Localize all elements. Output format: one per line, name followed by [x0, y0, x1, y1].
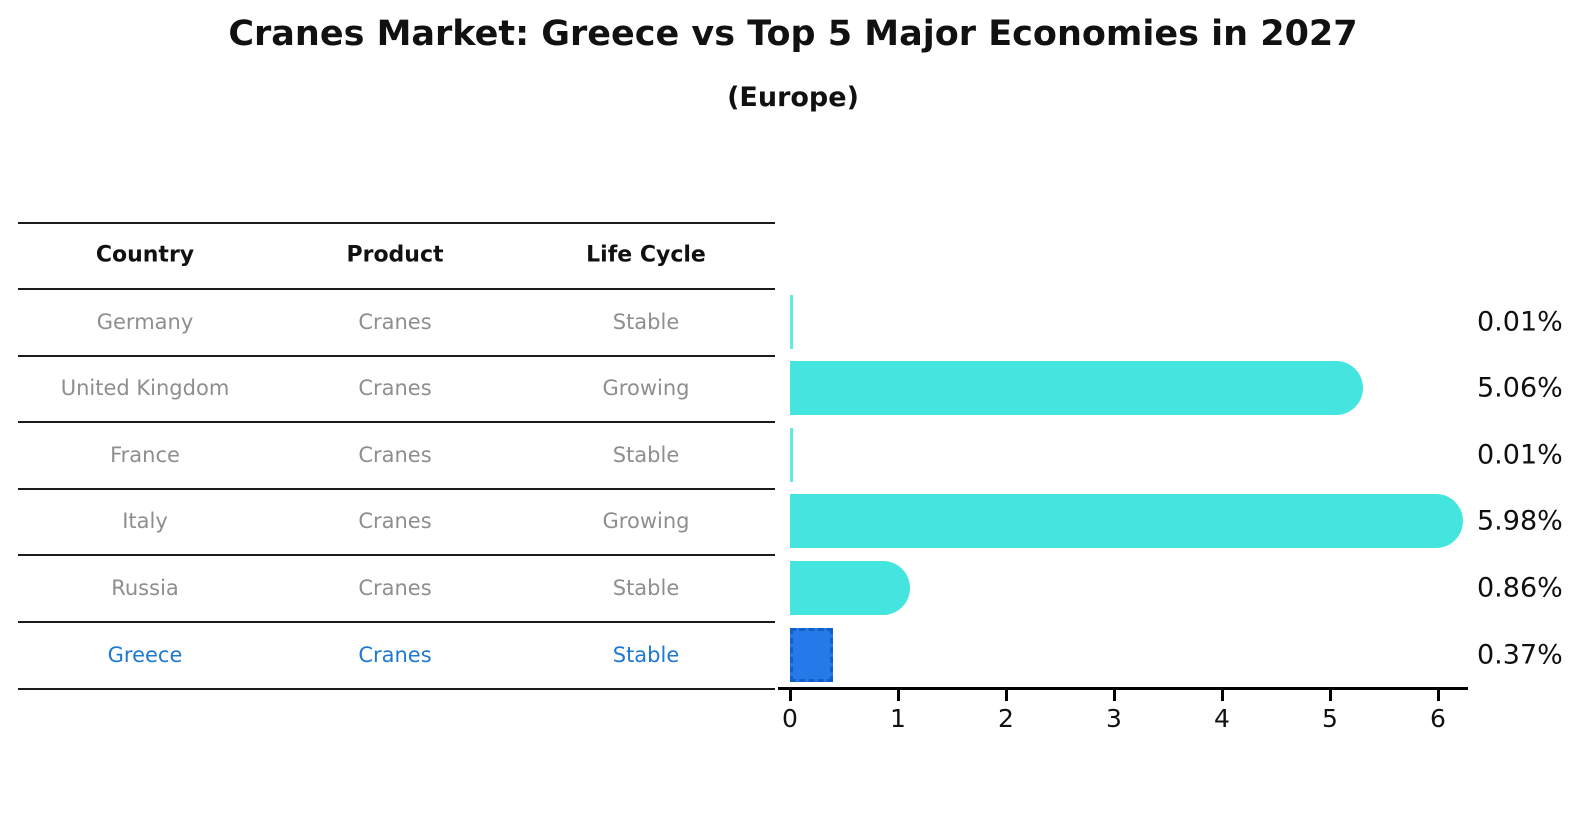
- x-axis-tick-label: 4: [1214, 704, 1230, 733]
- x-axis-tick: [1221, 690, 1224, 701]
- bar-germany: [790, 294, 793, 349]
- bar-france: [790, 427, 793, 482]
- table-row-rule: [18, 488, 775, 490]
- table-cell-product: Cranes: [358, 376, 432, 400]
- bar-value-label: 0.01%: [1477, 306, 1563, 337]
- chart-title: Cranes Market: Greece vs Top 5 Major Eco…: [228, 14, 1358, 54]
- table-cell-life_cycle: Growing: [602, 376, 690, 400]
- x-axis-tick: [789, 690, 792, 701]
- x-axis-tick-label: 5: [1322, 704, 1338, 733]
- table-header-country: Country: [95, 242, 195, 268]
- x-axis-tick-label: 6: [1430, 704, 1446, 733]
- table-cell-life_cycle: Growing: [602, 509, 690, 533]
- table-cell-product: Cranes: [358, 575, 432, 600]
- x-axis-tick: [897, 690, 900, 701]
- table-header-life_cycle: Life Cycle: [586, 242, 706, 268]
- bar-value-label: 0.37%: [1477, 639, 1563, 670]
- x-axis-tick: [1005, 690, 1008, 701]
- bar-value-label: 5.98%: [1477, 505, 1563, 537]
- table-cell-life_cycle: Stable: [612, 642, 680, 667]
- x-axis-tick-label: 1: [890, 704, 906, 733]
- table-cell-product: Cranes: [358, 642, 432, 667]
- table-cell-country: Germany: [96, 309, 194, 334]
- table-row-rule: [18, 288, 775, 290]
- x-axis-tick: [1113, 690, 1116, 701]
- table-cell-life_cycle: Stable: [612, 575, 680, 600]
- table-cell-country: United Kingdom: [60, 376, 230, 400]
- x-axis-tick: [1437, 690, 1440, 701]
- table-bottom-rule: [18, 688, 775, 690]
- bar-italy: [790, 494, 1463, 548]
- table-top-rule: [18, 222, 775, 224]
- table-cell-product: Cranes: [358, 509, 432, 533]
- x-axis-line: [778, 687, 1468, 690]
- table-row-rule: [18, 554, 775, 556]
- table-cell-country: France: [110, 442, 180, 467]
- table-row-rule: [18, 355, 775, 357]
- bar-value-label: 0.86%: [1477, 572, 1563, 603]
- bar-russia: [790, 560, 910, 615]
- bar-value-label: 0.01%: [1477, 439, 1563, 470]
- table-cell-life_cycle: Stable: [612, 442, 680, 467]
- bar-united-kingdom: [790, 361, 1363, 415]
- x-axis-tick: [1329, 690, 1332, 701]
- table-cell-country: Greece: [107, 642, 183, 667]
- table-row-rule: [18, 621, 775, 623]
- table-cell-country: Russia: [111, 575, 179, 600]
- table-cell-product: Cranes: [358, 309, 432, 334]
- table-cell-country: Italy: [122, 509, 168, 533]
- chart-subtitle: (Europe): [727, 82, 859, 113]
- table-row-rule: [18, 421, 775, 423]
- table-cell-life_cycle: Stable: [612, 309, 680, 334]
- x-axis-tick-label: 3: [1106, 704, 1122, 733]
- x-axis-tick-label: 0: [782, 704, 798, 733]
- bar-greece: [790, 627, 833, 682]
- bar-value-label: 5.06%: [1477, 372, 1563, 404]
- table-cell-product: Cranes: [358, 442, 432, 467]
- x-axis-tick-label: 2: [998, 704, 1014, 733]
- table-header-product: Product: [346, 242, 444, 268]
